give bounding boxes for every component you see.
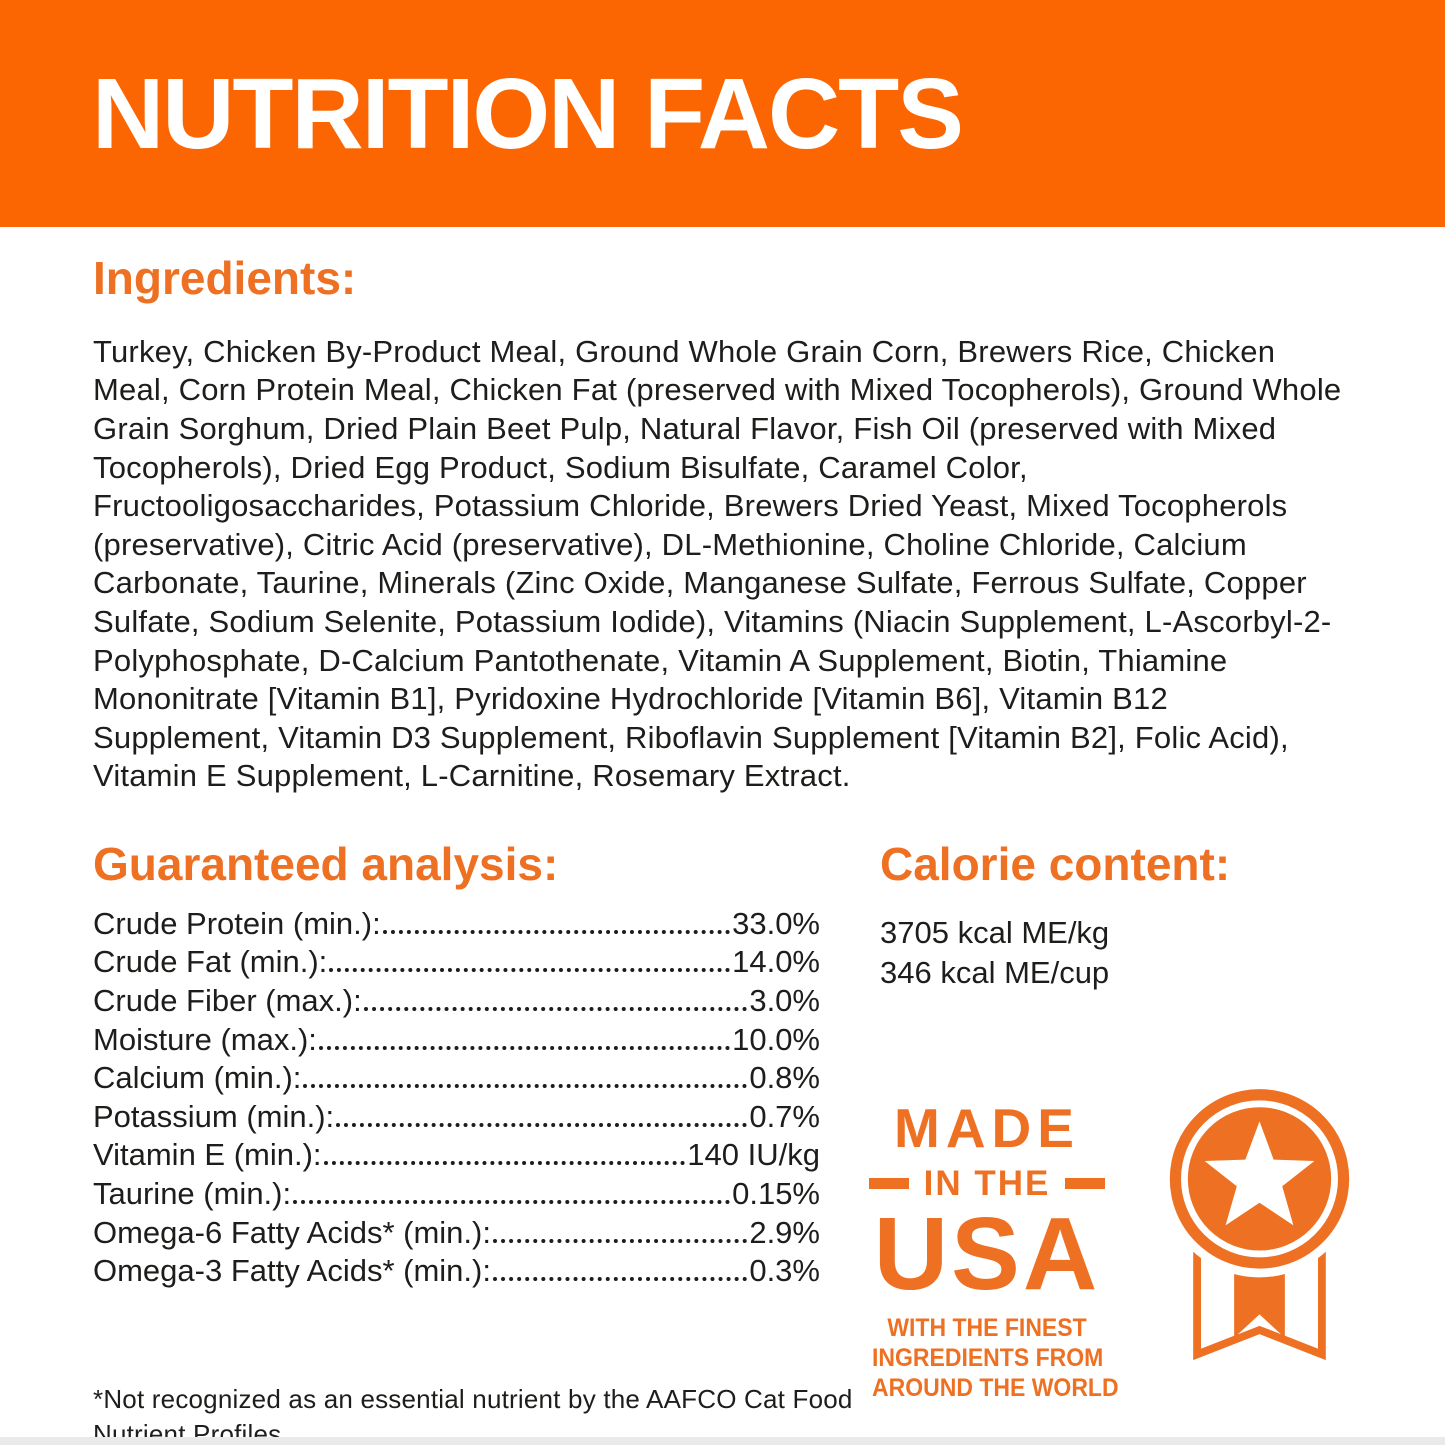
analysis-row: Potassium (min.): 0.7%: [93, 1098, 820, 1137]
usa-subline: WITH THE FINEST: [887, 1313, 1087, 1342]
analysis-row: Moisture (max.): 10.0%: [93, 1021, 820, 1060]
guaranteed-analysis-table: Crude Protein (min.): 33.0% Crude Fat (m…: [93, 905, 820, 1291]
analysis-leader-dots: [329, 968, 731, 973]
dash-left: [868, 1178, 909, 1189]
analysis-row-value: 0.15%: [732, 1176, 820, 1212]
nutrition-facts-banner: NUTRITION FACTS: [0, 0, 1445, 227]
usa-line: USA: [873, 1196, 1101, 1311]
analysis-row: Omega-3 Fatty Acids* (min.): 0.3%: [93, 1252, 820, 1291]
made-in-usa-badge: MADE IN THE USA WITH THE FINEST INGREDIE…: [862, 1085, 1357, 1402]
analysis-row-value: 10.0%: [732, 1021, 820, 1057]
calorie-line: 346 kcal ME/cup: [880, 954, 1110, 990]
calorie-content-section: Calorie content: 3705 kcal ME/kg 346 kca…: [880, 838, 1420, 993]
analysis-row-label: Omega-6 Fatty Acids* (min.):: [93, 1214, 491, 1250]
analysis-row-label: Crude Fiber (max.):: [93, 983, 362, 1019]
analysis-row-value: 0.8%: [749, 1060, 820, 1096]
analysis-row: Crude Protein (min.): 33.0%: [93, 905, 820, 944]
analysis-row-label: Potassium (min.):: [93, 1098, 335, 1134]
footnote: *Not recognized as an essential nutrient…: [93, 1384, 853, 1445]
usa-subline: AROUND THE WORLD: [872, 1373, 1119, 1402]
usa-subline: INGREDIENTS FROM: [872, 1343, 1104, 1372]
analysis-row: Taurine (min.): 0.15%: [93, 1175, 820, 1214]
ingredients-section: Ingredients: Turkey, Chicken By-Product …: [93, 252, 1345, 796]
analysis-row-value: 140 IU/kg: [687, 1137, 820, 1173]
made-line: MADE: [894, 1097, 1080, 1159]
in-the-line: IN THE: [862, 1166, 1112, 1201]
bottom-border-strip: [0, 1437, 1445, 1445]
calorie-line: 3705 kcal ME/kg: [880, 914, 1110, 950]
analysis-row: Vitamin E (min.): 140 IU/kg: [93, 1136, 820, 1175]
analysis-row-label: Crude Fat (min.):: [93, 944, 328, 980]
calorie-content-heading: Calorie content:: [880, 838, 1231, 890]
analysis-row-label: Vitamin E (min.):: [93, 1137, 322, 1173]
award-ribbon-star-icon: [1162, 1085, 1357, 1361]
calorie-content-lines: 3705 kcal ME/kg 346 kcal ME/cup: [880, 913, 1420, 993]
analysis-row-value: 33.0%: [732, 905, 820, 941]
analysis-row-value: 0.3%: [749, 1253, 820, 1289]
analysis-row-value: 14.0%: [732, 944, 820, 980]
analysis-row: Crude Fiber (max.): 3.0%: [93, 982, 820, 1021]
analysis-leader-dots: [323, 1161, 686, 1166]
analysis-row: Crude Fat (min.): 14.0%: [93, 943, 820, 982]
analysis-row-label: Omega-3 Fatty Acids* (min.):: [93, 1253, 491, 1289]
dash-right: [1065, 1178, 1106, 1189]
guaranteed-analysis-heading: Guaranteed analysis:: [93, 838, 559, 890]
analysis-row-value: 2.9%: [749, 1214, 820, 1250]
analysis-row-label: Moisture (max.):: [93, 1021, 317, 1057]
made-in-usa-text: MADE IN THE USA WITH THE FINEST INGREDIE…: [862, 1097, 1119, 1402]
analysis-leader-dots: [492, 1238, 748, 1243]
analysis-leader-dots: [382, 929, 731, 934]
analysis-row: Calcium (min.): 0.8%: [93, 1059, 820, 1098]
analysis-leader-dots: [492, 1277, 748, 1282]
ingredients-text: Turkey, Chicken By-Product Meal, Ground …: [93, 333, 1342, 794]
ingredients-heading: Ingredients:: [93, 252, 357, 304]
guaranteed-analysis-section: Guaranteed analysis: Crude Protein (min.…: [93, 838, 820, 1291]
page-title: NUTRITION FACTS: [92, 57, 964, 170]
analysis-row-label: Calcium (min.):: [93, 1060, 302, 1096]
analysis-leader-dots: [318, 1045, 731, 1050]
analysis-leader-dots: [336, 1122, 748, 1127]
analysis-leader-dots: [303, 1084, 748, 1089]
analysis-row: Omega-6 Fatty Acids* (min.): 2.9%: [93, 1214, 820, 1253]
analysis-leader-dots: [293, 1200, 731, 1205]
in-the-label: IN THE: [923, 1164, 1051, 1203]
analysis-row-label: Crude Protein (min.):: [93, 905, 381, 941]
analysis-row-value: 0.7%: [749, 1098, 820, 1134]
analysis-row-label: Taurine (min.):: [93, 1176, 292, 1212]
analysis-leader-dots: [363, 1007, 748, 1012]
analysis-row-value: 3.0%: [749, 983, 820, 1019]
